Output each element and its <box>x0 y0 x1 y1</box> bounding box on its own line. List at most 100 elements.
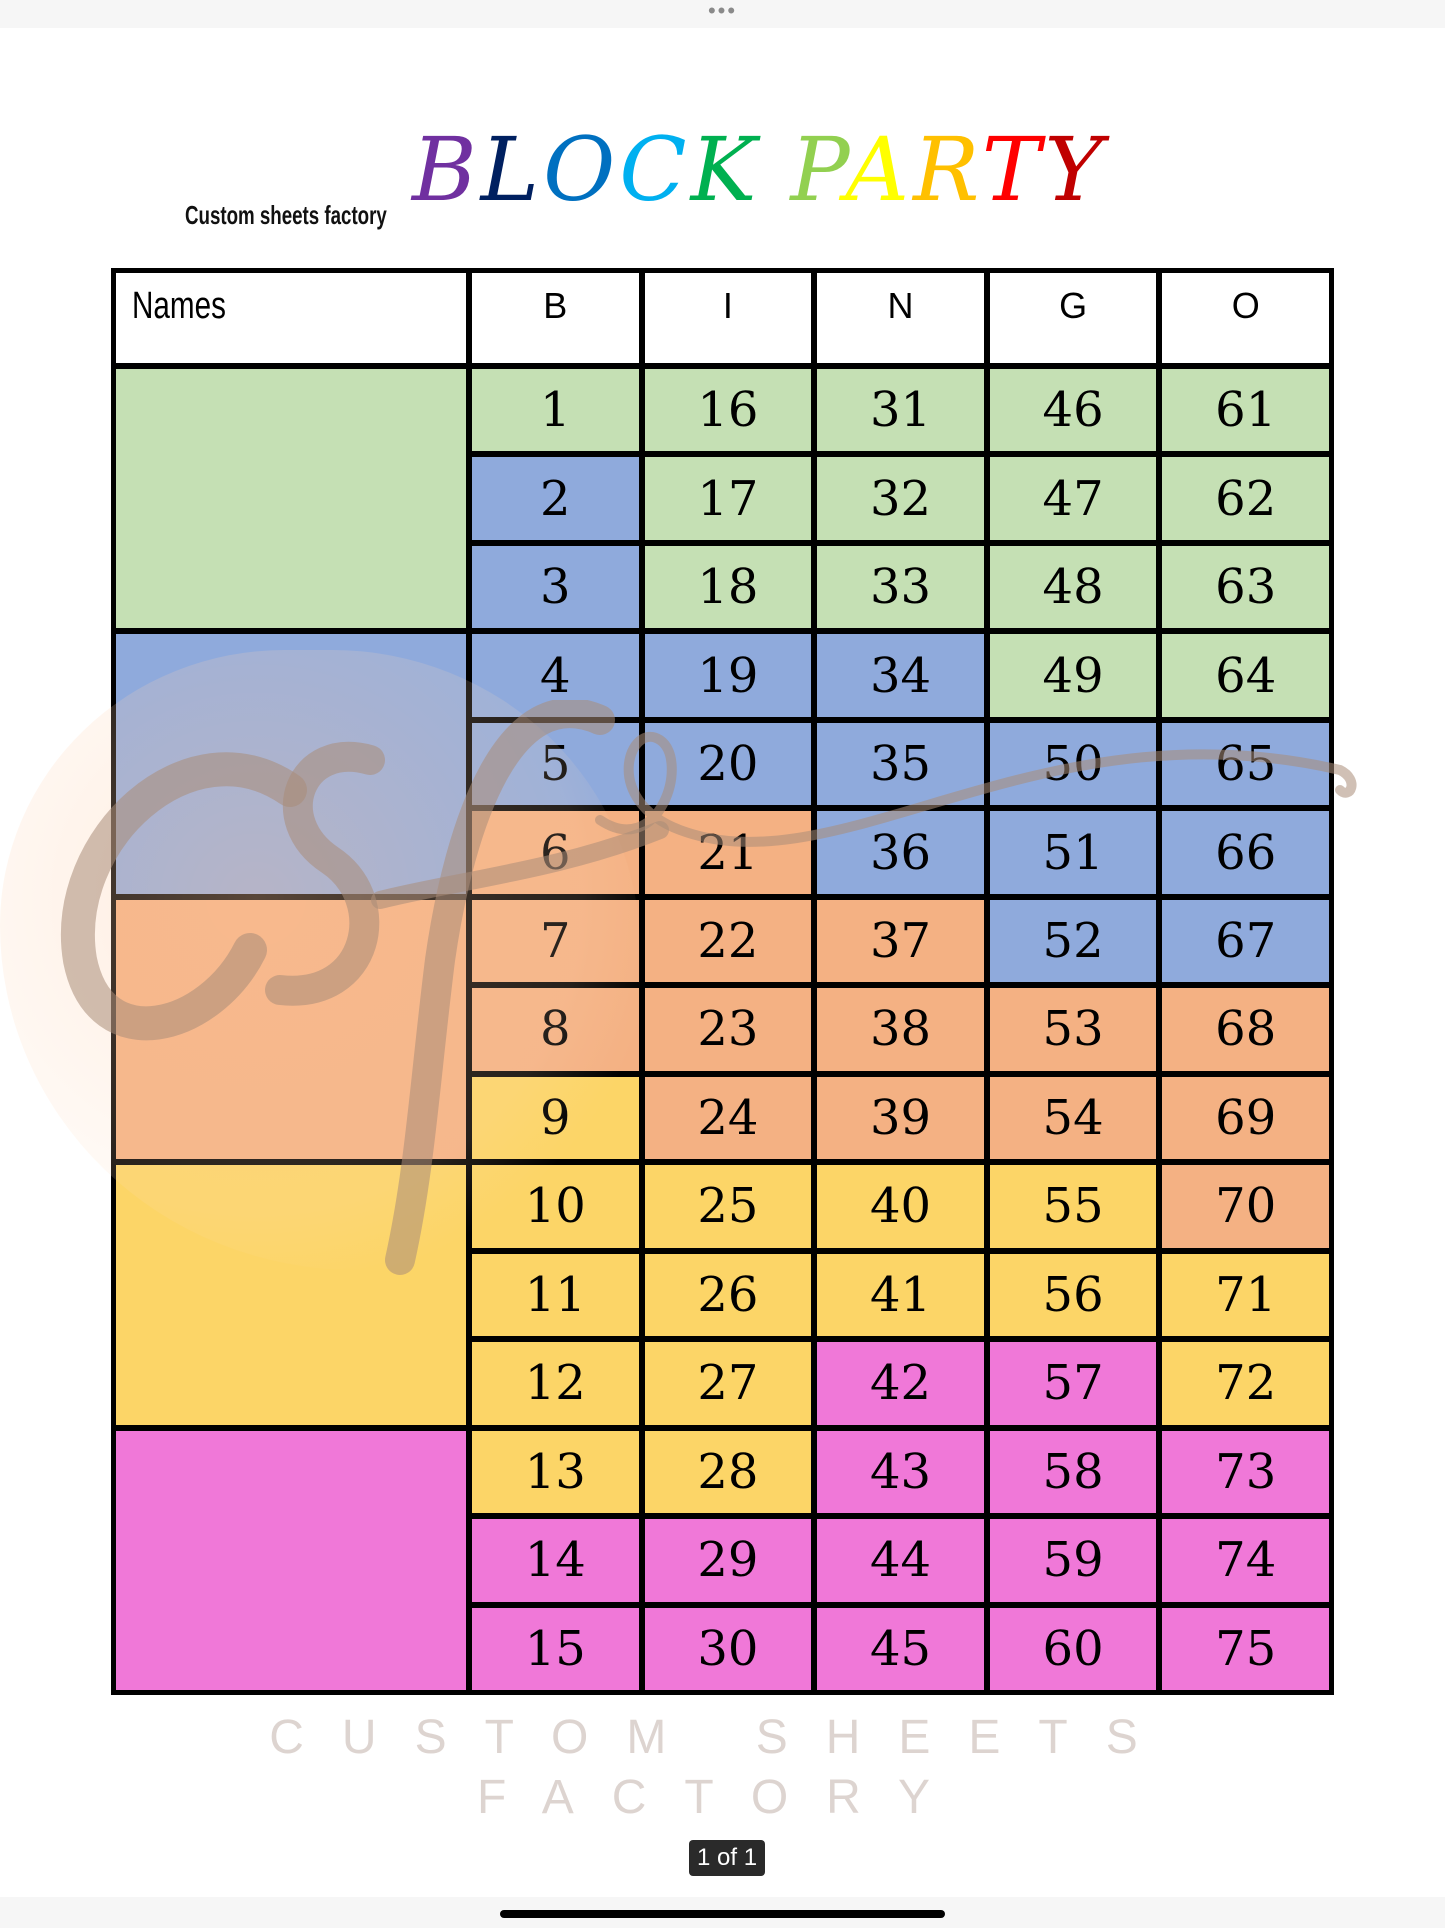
number-cell: 22 <box>644 899 812 983</box>
number-cell: 16 <box>644 369 812 452</box>
title-letter: P <box>790 118 846 221</box>
number-cell: 73 <box>1162 1430 1329 1514</box>
title-letter: C <box>619 118 691 221</box>
number-cell: 34 <box>817 634 984 717</box>
name-entry-field[interactable] <box>116 634 466 894</box>
number-cell: 27 <box>644 1342 812 1425</box>
number-cell: 75 <box>1162 1607 1329 1690</box>
header-n: N <box>817 273 984 363</box>
header-b: B <box>472 273 639 363</box>
number-cell: 5 <box>472 722 639 806</box>
name-entry-field[interactable] <box>116 899 466 1160</box>
number-cell: 64 <box>1162 634 1329 717</box>
header-names: Names <box>116 273 466 363</box>
number-cell: 49 <box>989 634 1157 717</box>
number-cell: 14 <box>472 1519 639 1602</box>
number-cell: 6 <box>472 811 639 894</box>
watermark-text-line2: FACTORY <box>477 1771 968 1824</box>
number-cell: 13 <box>472 1430 639 1514</box>
number-cell: 52 <box>989 899 1157 983</box>
number-cell: 55 <box>989 1165 1157 1248</box>
ellipsis-icon[interactable]: ••• <box>707 0 738 23</box>
number-cell: 26 <box>644 1253 812 1337</box>
number-cell: 19 <box>644 634 812 717</box>
number-cell: 68 <box>1162 988 1329 1071</box>
number-cell: 69 <box>1162 1076 1329 1160</box>
number-cell: 70 <box>1162 1165 1329 1248</box>
title-letter: L <box>480 118 544 221</box>
number-cell: 48 <box>989 545 1157 629</box>
number-cell: 51 <box>989 811 1157 894</box>
header-label: G <box>1059 285 1088 326</box>
number-cell: 56 <box>989 1253 1157 1337</box>
top-bar: ••• <box>0 0 1445 28</box>
bingo-table: Names B I N G O 1 16 31 46 61 2 17 32 47 62 3 18 33 48 63 4 19… <box>111 268 1334 1695</box>
number-cell: 38 <box>817 988 984 1071</box>
home-indicator[interactable] <box>500 1910 945 1918</box>
number-cell: 33 <box>817 545 984 629</box>
number-cell: 58 <box>989 1430 1157 1514</box>
number-cell: 12 <box>472 1342 639 1425</box>
name-entry-field[interactable] <box>116 1165 466 1425</box>
title-letter: Y <box>1044 118 1107 221</box>
number-cell: 23 <box>644 988 812 1071</box>
number-cell: 32 <box>817 457 984 540</box>
number-cell: 57 <box>989 1342 1157 1425</box>
number-cell: 15 <box>472 1607 639 1690</box>
number-cell: 61 <box>1162 369 1329 452</box>
number-cell: 45 <box>817 1607 984 1690</box>
number-cell: 67 <box>1162 899 1329 983</box>
title-letter: A <box>845 118 914 221</box>
watermark-text-line1: CUSTOM SHEETS <box>269 1711 1176 1764</box>
page-title: BLOCK PARTY <box>412 118 1107 221</box>
header-g: G <box>989 273 1157 363</box>
title-letter: R <box>913 118 982 221</box>
number-cell: 17 <box>644 457 812 540</box>
number-cell: 18 <box>644 545 812 629</box>
header-label: N <box>887 285 914 326</box>
header-label: Names <box>132 285 226 327</box>
header-i: I <box>644 273 812 363</box>
number-cell: 65 <box>1162 722 1329 806</box>
name-entry-field[interactable] <box>116 369 466 629</box>
number-cell: 29 <box>644 1519 812 1602</box>
title-letter: K <box>690 118 761 221</box>
number-cell: 7 <box>472 899 639 983</box>
number-cell: 62 <box>1162 457 1329 540</box>
number-cell: 71 <box>1162 1253 1329 1337</box>
brand-label: Custom sheets factory <box>185 200 387 230</box>
number-cell: 11 <box>472 1253 639 1337</box>
number-cell: 63 <box>1162 545 1329 629</box>
number-cell: 39 <box>817 1076 984 1160</box>
title-letter: O <box>543 118 620 221</box>
number-cell: 2 <box>472 457 639 540</box>
number-cell: 41 <box>817 1253 984 1337</box>
page-indicator: 1 of 1 <box>689 1840 766 1876</box>
title-letter: T <box>981 118 1045 221</box>
number-cell: 1 <box>472 369 639 452</box>
number-cell: 40 <box>817 1165 984 1248</box>
number-cell: 44 <box>817 1519 984 1602</box>
name-entry-field[interactable] <box>116 1430 466 1690</box>
number-cell: 28 <box>644 1430 812 1514</box>
number-cell: 36 <box>817 811 984 894</box>
number-cell: 59 <box>989 1519 1157 1602</box>
number-cell: 10 <box>472 1165 639 1248</box>
number-cell: 4 <box>472 634 639 717</box>
header-label: I <box>722 285 733 326</box>
number-cell: 35 <box>817 722 984 806</box>
number-cell: 54 <box>989 1076 1157 1160</box>
title-letter: B <box>412 118 481 221</box>
number-cell: 8 <box>472 988 639 1071</box>
number-cell: 47 <box>989 457 1157 540</box>
number-cell: 50 <box>989 722 1157 806</box>
number-cell: 66 <box>1162 811 1329 894</box>
number-cell: 21 <box>644 811 812 894</box>
number-cell: 60 <box>989 1607 1157 1690</box>
number-cell: 9 <box>472 1076 639 1160</box>
header-label: O <box>1231 285 1260 326</box>
number-cell: 30 <box>644 1607 812 1690</box>
number-cell: 46 <box>989 369 1157 452</box>
number-cell: 3 <box>472 545 639 629</box>
number-cell: 74 <box>1162 1519 1329 1602</box>
